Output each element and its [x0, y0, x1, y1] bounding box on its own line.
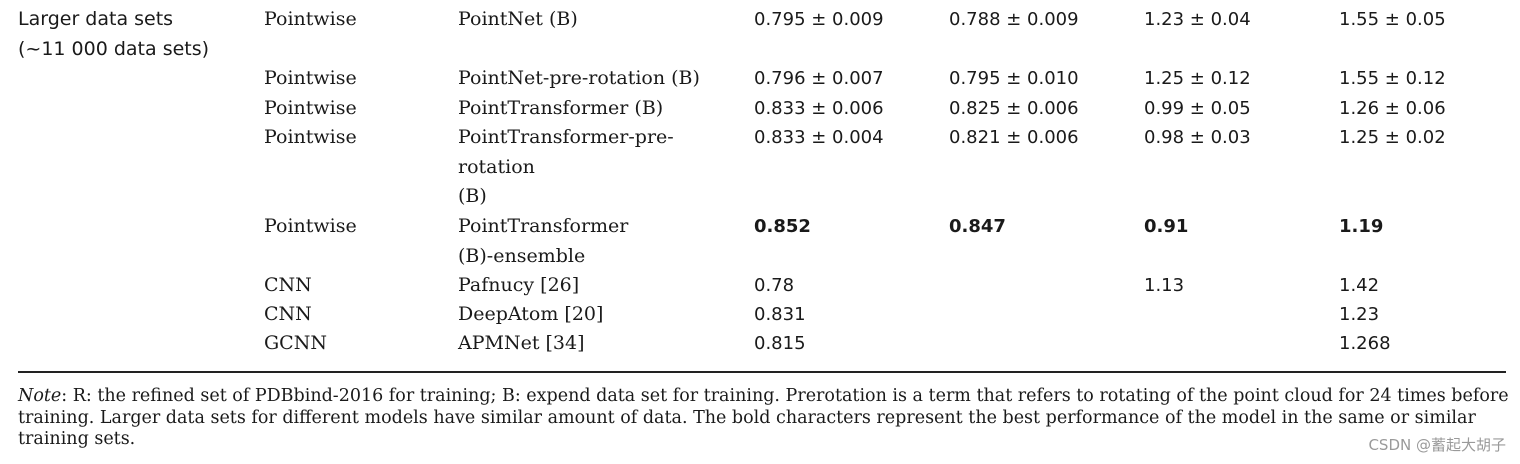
row-3-c4: 1.25 ± 0.02 — [1339, 127, 1446, 148]
row-5-c3: 1.13 — [1144, 275, 1185, 296]
row-6-type: CNN — [264, 303, 312, 325]
row-0-c1: 0.795 ± 0.009 — [754, 9, 884, 30]
row-2-type: Pointwise — [264, 97, 357, 119]
row-0-c4: 1.55 ± 0.05 — [1339, 9, 1446, 30]
row-5-model-line-0: Pafnucy [26] — [458, 274, 580, 296]
row-2-c4: 1.26 ± 0.06 — [1339, 98, 1446, 119]
row-4-type: Pointwise — [264, 215, 357, 237]
row-0-type: Pointwise — [264, 8, 357, 30]
row-4-model-line-1: (B)-ensemble — [458, 244, 586, 267]
watermark: CSDN @蓄起大胡子 — [1368, 436, 1506, 454]
row-3-model-line-0: PointTransformer-pre- — [458, 126, 674, 148]
row-4-c1: 0.852 — [754, 216, 811, 237]
row-1-c2: 0.795 ± 0.010 — [949, 68, 1079, 89]
note-text: : R: the refined set of PDBbind-2016 for… — [18, 386, 1509, 449]
row-3-type: Pointwise — [264, 126, 357, 148]
row-4-c4: 1.19 — [1339, 216, 1384, 237]
row-1-c1: 0.796 ± 0.007 — [754, 68, 884, 89]
row-6-c1: 0.831 — [754, 304, 806, 325]
row-5-type: CNN — [264, 274, 312, 296]
row-3-c1: 0.833 ± 0.004 — [754, 127, 884, 148]
row-3-c2: 0.821 ± 0.006 — [949, 127, 1079, 148]
row-1-type: Pointwise — [264, 67, 357, 89]
row-6-c4: 1.23 — [1339, 304, 1380, 325]
row-5-c1: 0.78 — [754, 275, 795, 296]
row-0-c2: 0.788 ± 0.009 — [949, 9, 1079, 30]
row-1-c4: 1.55 ± 0.12 — [1339, 68, 1446, 89]
row-2-c1: 0.833 ± 0.006 — [754, 98, 884, 119]
row-7-c4: 1.268 — [1339, 333, 1391, 354]
table-note: Note: R: the refined set of PDBbind-2016… — [18, 386, 1518, 451]
row-0-c3: 1.23 ± 0.04 — [1144, 9, 1251, 30]
row-1-model-line-0: PointNet-pre-rotation (B) — [458, 67, 700, 89]
row-1-c3: 1.25 ± 0.12 — [1144, 68, 1251, 89]
row-4-model-line-0: PointTransformer — [458, 215, 629, 237]
row-2-model-line-0: PointTransformer (B) — [458, 97, 664, 119]
row-7-model-line-0: APMNet [34] — [458, 332, 585, 354]
row-3-model-line-2: (B) — [458, 185, 487, 207]
row-5-c4: 1.42 — [1339, 275, 1380, 296]
row-7-c1: 0.815 — [754, 333, 806, 354]
table-bottom-rule — [18, 371, 1506, 373]
row-7-type: GCNN — [264, 332, 327, 354]
row-0-model-line-0: PointNet (B) — [458, 8, 578, 30]
row-3-model-line-1: rotation — [458, 155, 535, 178]
note-label: Note — [18, 386, 62, 406]
group-label-line2: (~11 000 data sets) — [18, 38, 210, 60]
row-4-c3: 0.91 — [1144, 216, 1189, 237]
row-3-c3: 0.98 ± 0.03 — [1144, 127, 1251, 148]
group-label-line1: Larger data sets — [18, 8, 174, 30]
row-2-c3: 0.99 ± 0.05 — [1144, 98, 1251, 119]
row-6-model-line-0: DeepAtom [20] — [458, 303, 604, 325]
row-4-c2: 0.847 — [949, 216, 1006, 237]
row-2-c2: 0.825 ± 0.006 — [949, 98, 1079, 119]
